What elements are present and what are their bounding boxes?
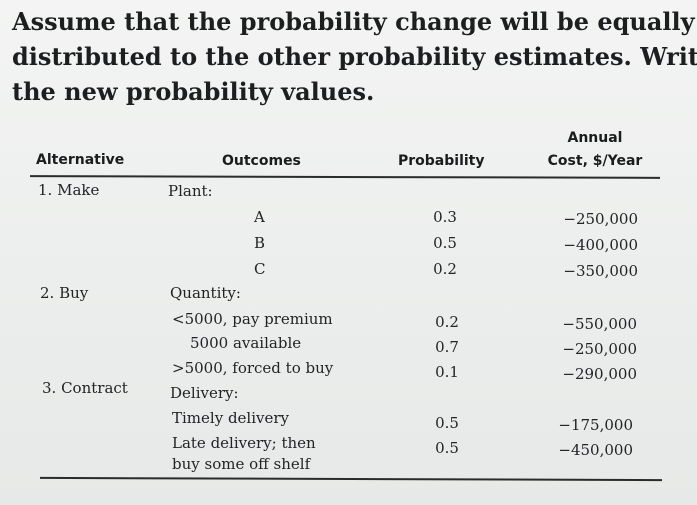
cost-d2: −450,000 — [558, 441, 633, 459]
prob-d2: 0.5 — [435, 439, 459, 457]
table-bottom-rule — [39, 476, 663, 482]
outcome-c: C — [254, 260, 266, 278]
prompt-line-1: Assume that the probability change will … — [12, 7, 695, 36]
quantity-option-3: >5000, forced to buy — [172, 359, 334, 377]
cost-q2: −250,000 — [562, 340, 637, 358]
delivery-option-2-line-1: Late delivery; then — [172, 434, 316, 452]
prob-q2: 0.7 — [435, 338, 459, 356]
header-annual: Annual — [567, 130, 623, 146]
question-prompt: Assume that the probability change will … — [12, 4, 697, 109]
delivery-label: Delivery: — [170, 384, 239, 402]
header-rule — [29, 175, 661, 179]
alt-buy: 2. Buy — [40, 284, 89, 302]
prob-a: 0.3 — [433, 208, 457, 226]
plant-label: Plant: — [168, 182, 213, 200]
delivery-option-1: Timely delivery — [172, 409, 290, 427]
cost-q3: −290,000 — [562, 365, 637, 383]
delivery-option-2-line-2: buy some off shelf — [172, 455, 311, 473]
cost-d1: −175,000 — [558, 416, 633, 434]
header-outcomes: Outcomes — [222, 153, 301, 169]
alt-contract: 3. Contract — [42, 379, 128, 397]
prob-b: 0.5 — [433, 234, 457, 252]
quantity-label: Quantity: — [170, 284, 241, 302]
header-alternative: Alternative — [36, 152, 125, 168]
prob-q1: 0.2 — [435, 313, 459, 331]
header-probability: Probability — [398, 153, 485, 169]
header-cost: Cost, $/Year — [547, 153, 643, 169]
cost-a: −250,000 — [563, 210, 638, 228]
outcome-b: B — [254, 234, 266, 252]
prob-c: 0.2 — [433, 260, 457, 278]
cost-q1: −550,000 — [562, 315, 637, 333]
prompt-line-2: distributed to the other probability est… — [12, 42, 697, 71]
prompt-line-3: the new probability values. — [12, 77, 375, 106]
prob-q3: 0.1 — [435, 363, 459, 381]
outcome-a: A — [254, 208, 265, 226]
quantity-option-1: <5000, pay premium — [172, 310, 333, 328]
alt-make: 1. Make — [38, 181, 100, 199]
prob-d1: 0.5 — [435, 414, 459, 432]
cost-c: −350,000 — [563, 262, 638, 280]
quantity-option-2: 5000 available — [190, 334, 302, 352]
cost-b: −400,000 — [563, 236, 638, 254]
